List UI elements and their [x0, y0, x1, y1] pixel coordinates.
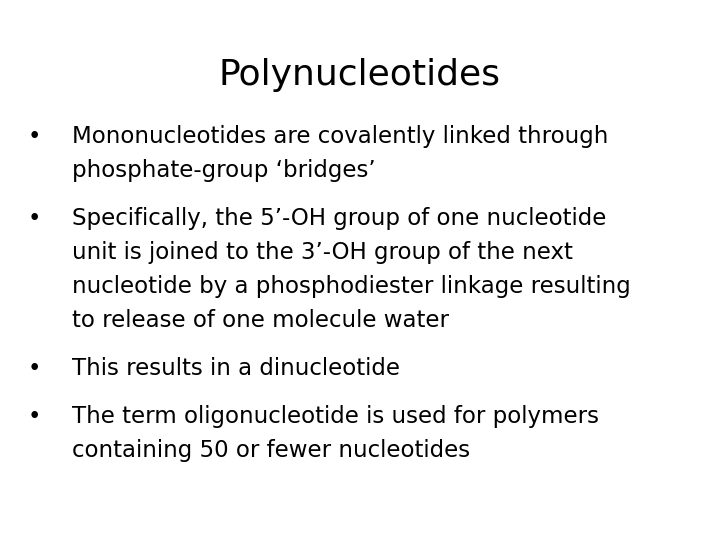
Text: The term oligonucleotide is used for polymers: The term oligonucleotide is used for pol… — [72, 405, 599, 428]
Text: to release of one molecule water: to release of one molecule water — [72, 309, 449, 332]
Text: nucleotide by a phosphodiester linkage resulting: nucleotide by a phosphodiester linkage r… — [72, 275, 631, 298]
Text: unit is joined to the 3’-OH group of the next: unit is joined to the 3’-OH group of the… — [72, 241, 573, 264]
Text: containing 50 or fewer nucleotides: containing 50 or fewer nucleotides — [72, 439, 470, 462]
Text: •: • — [28, 357, 41, 380]
Text: phosphate-group ‘bridges’: phosphate-group ‘bridges’ — [72, 159, 376, 182]
Text: Polynucleotides: Polynucleotides — [219, 58, 501, 92]
Text: Specifically, the 5’-OH group of one nucleotide: Specifically, the 5’-OH group of one nuc… — [72, 207, 606, 230]
Text: •: • — [28, 405, 41, 428]
Text: Mononucleotides are covalently linked through: Mononucleotides are covalently linked th… — [72, 125, 608, 148]
Text: •: • — [28, 207, 41, 230]
Text: This results in a dinucleotide: This results in a dinucleotide — [72, 357, 400, 380]
Text: •: • — [28, 125, 41, 148]
